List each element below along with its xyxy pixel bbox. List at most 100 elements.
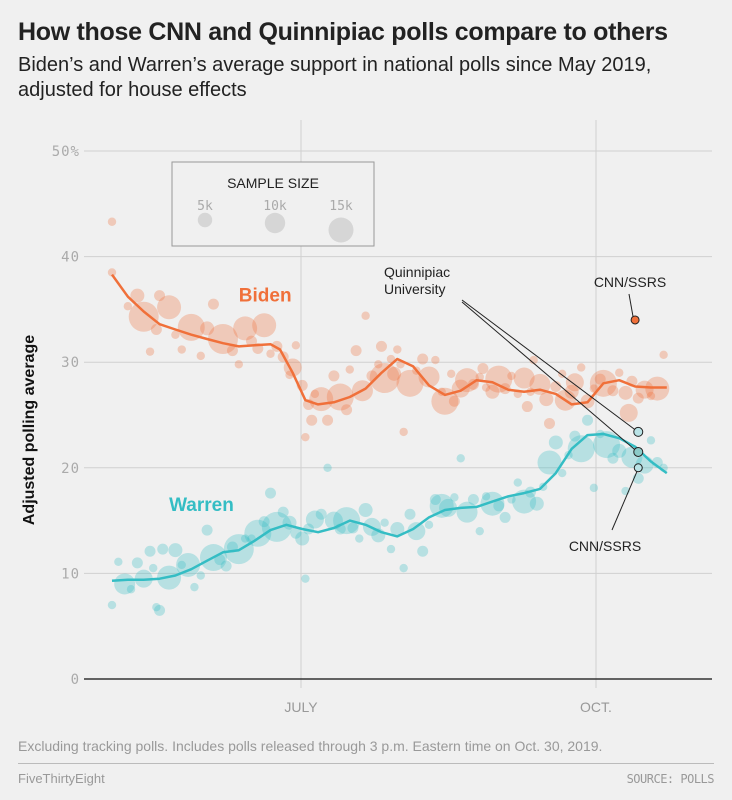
warren-poll-point xyxy=(607,452,619,464)
biden-series-label: Biden xyxy=(239,286,292,307)
biden-poll-point xyxy=(564,384,579,399)
warren-poll-point xyxy=(567,435,595,463)
quinnipiac-warren-point xyxy=(633,446,644,457)
biden-poll-point xyxy=(607,385,619,397)
warren-poll-point xyxy=(355,534,364,543)
annotation-leader xyxy=(628,293,634,318)
warren-poll-point xyxy=(399,563,408,573)
biden-poll-point xyxy=(234,360,244,369)
biden-poll-point xyxy=(207,323,238,354)
biden-poll-point xyxy=(543,417,555,429)
warren-poll-point xyxy=(301,574,310,583)
biden-poll-point xyxy=(513,367,535,389)
biden-poll-point xyxy=(447,369,456,379)
y-tick-label: 0 xyxy=(71,672,80,688)
warren-poll-point xyxy=(157,543,169,555)
warren-poll-point xyxy=(107,600,117,610)
biden-poll-point xyxy=(550,380,562,392)
biden-poll-point xyxy=(507,371,516,381)
biden-poll-point xyxy=(635,380,654,399)
biden-poll-point xyxy=(387,366,402,381)
biden-poll-point xyxy=(310,389,320,399)
warren-poll-point xyxy=(480,491,505,516)
biden-poll-point xyxy=(309,387,334,412)
warren-poll-point xyxy=(333,507,361,535)
biden-poll-point xyxy=(177,313,205,341)
warren-poll-point xyxy=(258,516,270,528)
warren-poll-point xyxy=(537,450,562,475)
warren-poll-point xyxy=(244,519,272,547)
warren-poll-point xyxy=(386,544,396,554)
annotation-label-cnn-warren: CNN/SSRS xyxy=(569,538,641,554)
biden-poll-point xyxy=(150,323,162,335)
legend-title: SAMPLE SIZE xyxy=(227,175,319,191)
annotation-leader xyxy=(461,299,636,431)
annotation-label-cnn-biden: CNN/SSRS xyxy=(594,274,666,290)
biden-poll-point xyxy=(431,387,459,415)
y-axis-label: Adjusted polling average xyxy=(21,334,38,526)
warren-poll-point xyxy=(467,493,479,505)
warren-poll-point xyxy=(612,443,627,458)
warren-poll-point xyxy=(358,503,373,518)
warren-poll-point xyxy=(152,602,161,612)
biden-poll-point xyxy=(399,427,408,437)
biden-poll-point xyxy=(171,330,180,339)
warren-poll-point xyxy=(582,414,594,426)
biden-poll-point xyxy=(326,383,354,411)
trend-lines xyxy=(110,273,668,583)
x-tick-label: OCT. xyxy=(580,699,612,715)
biden-poll-point xyxy=(374,360,383,369)
biden-poll-point xyxy=(301,432,310,442)
warren-poll-point xyxy=(557,468,567,478)
quinnipiac-warren-point xyxy=(633,426,644,437)
biden-poll-point xyxy=(177,345,186,354)
warren-poll-point xyxy=(154,604,166,616)
biden-poll-point xyxy=(557,369,567,379)
warren-poll-point xyxy=(475,526,484,536)
warren-poll-point xyxy=(439,498,458,517)
biden-poll-point xyxy=(615,368,624,377)
biden-poll-point xyxy=(291,341,301,350)
biden-poll-point xyxy=(350,345,362,357)
warren-poll-point xyxy=(499,511,511,523)
biden-poll-point xyxy=(646,391,656,401)
warren-poll-point xyxy=(240,534,250,543)
footer-divider xyxy=(18,763,714,764)
biden-poll-point xyxy=(200,321,215,336)
biden-poll-point xyxy=(455,368,480,393)
warren-poll-point xyxy=(176,552,201,577)
legend-circle xyxy=(197,212,213,228)
warren-poll-point xyxy=(144,545,156,557)
warren-poll-point xyxy=(149,563,158,573)
biden-poll-point xyxy=(481,383,491,392)
biden-poll-point xyxy=(594,373,606,385)
warren-poll-point xyxy=(481,492,491,501)
biden-poll-point xyxy=(539,392,554,407)
biden-poll-point xyxy=(393,345,402,354)
y-tick-label: 20 xyxy=(61,461,80,477)
warren-poll-point xyxy=(512,489,537,514)
chart-title: How those CNN and Quinnipiac polls compa… xyxy=(18,18,668,46)
biden-poll-point xyxy=(107,217,117,226)
biden-poll-point xyxy=(361,311,370,320)
biden-poll-point xyxy=(245,335,257,347)
biden-poll-point xyxy=(345,365,354,374)
warren-poll-point xyxy=(277,506,289,518)
biden-poll-point xyxy=(619,403,638,422)
biden-poll-point xyxy=(521,401,533,413)
biden-poll-point xyxy=(417,353,429,365)
cnn-biden-point xyxy=(630,315,640,325)
biden-poll-point xyxy=(154,290,166,302)
legend: SAMPLE SIZE 5k 10k 15k xyxy=(171,161,375,247)
y-tick-label: 50% xyxy=(52,144,80,160)
warren-poll-point xyxy=(131,557,143,569)
warren-poll-point xyxy=(290,527,302,539)
biden-poll-point xyxy=(396,369,424,397)
annotation-leader xyxy=(611,470,638,531)
warren-poll-point xyxy=(196,571,205,580)
warren-poll-point xyxy=(529,496,544,511)
warren-poll-point xyxy=(450,493,459,502)
warren-poll-point xyxy=(214,554,226,566)
warren-poll-point xyxy=(417,545,429,557)
warren-poll-point xyxy=(456,454,465,463)
